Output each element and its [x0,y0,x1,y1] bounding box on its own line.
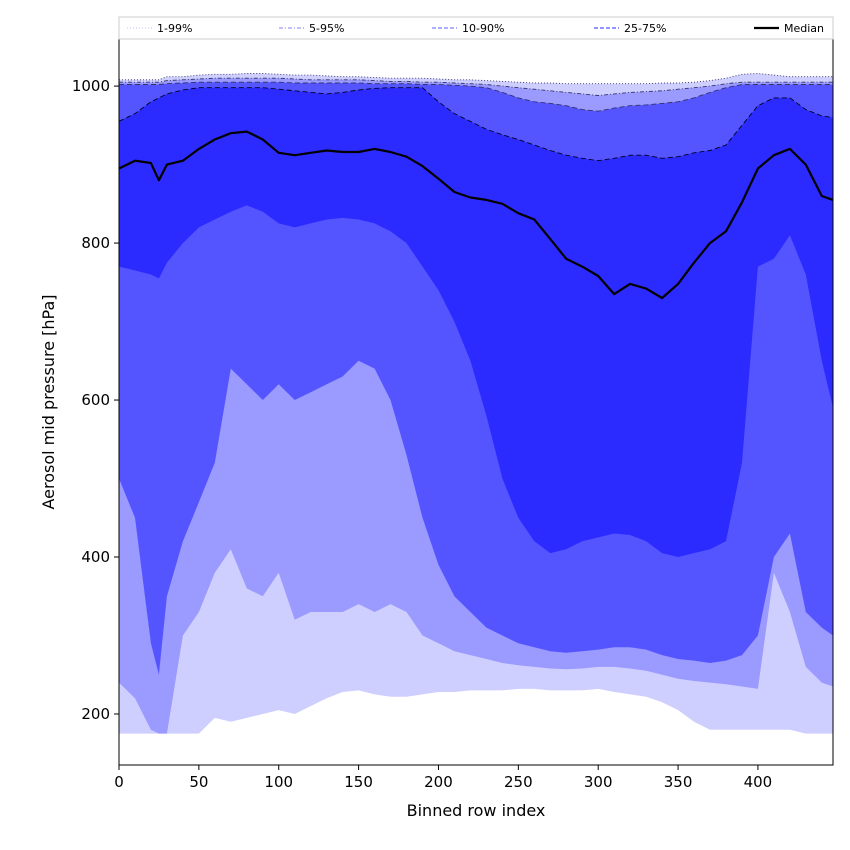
median-layer [118,130,834,300]
x-tick-label-300: 300 [584,773,613,791]
y-tick-label-400: 400 [81,548,110,566]
band-4-upper-edge [118,87,834,162]
x-tick-label-150: 150 [344,773,373,791]
x-tick-label-50: 50 [189,773,208,791]
x-axis-label: Binned row index [407,801,546,820]
x-tick-label-350: 350 [664,773,693,791]
band-1-upper-edge [119,73,833,85]
legend-label-1: 1-99% [157,22,192,35]
y-axis-label: Aerosol mid pressure [hPa] [39,294,58,509]
band-4 [119,87,833,557]
legend-label-2: 5-95% [309,22,344,35]
legend-box [118,16,834,40]
legend-label-5: Median [784,22,824,35]
legend-label-3: 10-90% [462,22,504,35]
x-tick-label-200: 200 [424,773,453,791]
x-tick-label-0: 0 [114,773,124,791]
y-axis: 200 400 600 800 1000 [72,77,119,723]
y-tick-label-600: 600 [81,391,110,409]
legend-label-4: 25-75% [624,22,666,35]
legend: 1-99% 5-95% 10-90% 25-75% Median [118,16,834,40]
x-tick-label-400: 400 [744,773,773,791]
band-3-upper-edge [119,81,833,112]
band-areas [118,73,834,734]
y-tick-label-1000: 1000 [72,77,110,95]
x-tick-label-250: 250 [504,773,533,791]
band-2-upper-edge [119,77,833,96]
y-tick-label-200: 200 [81,705,110,723]
x-tick-label-100: 100 [264,773,293,791]
x-axis: 0 50 100 150 200 250 300 350 400 [114,765,772,791]
median-line [118,130,834,300]
y-tick-label-800: 800 [81,234,110,252]
